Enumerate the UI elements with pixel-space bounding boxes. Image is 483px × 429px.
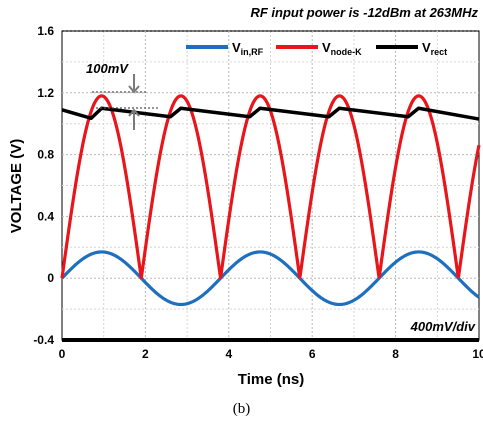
y-tick-label: 0.4: [37, 209, 54, 223]
x-tick-label: 2: [142, 347, 149, 361]
series-line-rect: [61, 106, 480, 121]
annotation-scale: 400mV/div: [410, 319, 476, 334]
legend: Vin,RF Vnode-K Vrect: [186, 40, 447, 57]
y-tick-label: 0.8: [37, 148, 54, 162]
series-group: [60, 94, 481, 307]
y-tick-label: 1.2: [37, 86, 54, 100]
voltage-time-chart: 0 2 4 6 8 10 -0.4 0 0.4 0.8 1.2 1.6 RF input power …: [8, 5, 483, 388]
series-line-in-rf: [60, 250, 480, 307]
figure-caption: (b): [232, 401, 251, 417]
annotation-100mv: 100mV: [86, 61, 129, 76]
chart-title: RF input power is -12dBm at 263MHz: [250, 5, 478, 20]
x-tick-label: 6: [309, 347, 316, 361]
arrowhead-up-icon: [128, 108, 140, 117]
tick-labels: 0 2 4 6 8 10 -0.4 0 0.4 0.8 1.2 1.6: [33, 24, 483, 361]
x-tick-label: 8: [392, 347, 399, 361]
y-tick-label: 1.6: [37, 24, 54, 38]
y-tick-label: -0.4: [33, 333, 54, 347]
x-tick-label: 0: [59, 347, 66, 361]
grid: [61, 30, 480, 342]
legend-label: Vin,RF: [232, 40, 264, 57]
legend-label: Vnode-K: [322, 40, 362, 57]
legend-label: Vrect: [422, 40, 447, 57]
x-axis-label: Time (ns): [238, 371, 304, 388]
x-tick-label: 10: [472, 347, 483, 361]
x-tick-label: 4: [225, 347, 232, 361]
arrowhead-down-icon: [128, 85, 140, 94]
y-tick-label: 0: [47, 271, 54, 285]
annotations: 100mV 400mV/div: [86, 61, 476, 334]
y-axis-label: VOLTAGE (V): [8, 139, 25, 233]
